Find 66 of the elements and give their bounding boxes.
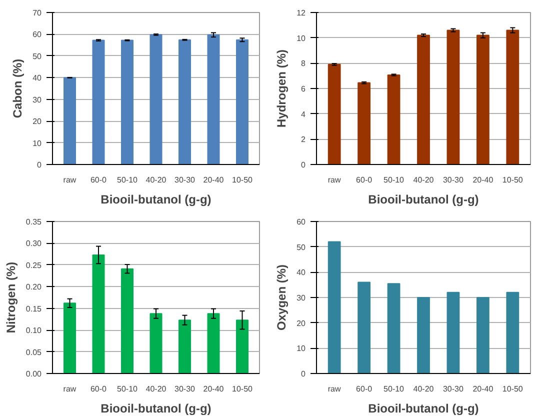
x-tick-label: 20-40 [472, 176, 494, 184]
y-tick-label: 0.30 [26, 239, 42, 248]
y-tick-label: 6 [301, 84, 306, 94]
x-tick-label: 50-10 [384, 384, 405, 394]
y-axis-title: Hydrogen (%) [274, 49, 289, 128]
y-tick-label: 50 [296, 242, 306, 252]
x-tick-label: 40-20 [146, 384, 167, 394]
x-tick-label: 50-10 [117, 176, 138, 184]
y-tick-label: 0 [37, 160, 42, 170]
x-axis-title: Biooil-butanol (g-g) [368, 192, 479, 206]
y-axis-title: Oxygen (%) [274, 264, 289, 331]
y-tick-label: 0 [301, 370, 306, 378]
x-tick-label: 30-30 [174, 176, 196, 184]
y-tick-label: 10 [32, 138, 42, 148]
y-tick-label: 60 [296, 218, 306, 226]
y-tick-label: 0.15 [26, 304, 42, 314]
y-tick-label: 12 [296, 8, 306, 18]
y-tick-label: 20 [32, 117, 42, 126]
x-axis-title: Biooil-butanol (g-g) [368, 402, 479, 416]
y-tick-label: 30 [296, 294, 306, 302]
x-tick-label: 40-20 [146, 176, 167, 184]
y-axis-title: Cabon (%) [10, 58, 25, 118]
y-tick-label: 70 [32, 8, 42, 18]
y-tick-label: 10 [296, 34, 306, 43]
y-tick-label: 10 [296, 344, 306, 354]
y-tick-label: 50 [32, 52, 42, 61]
x-tick-label: 60-0 [356, 384, 373, 394]
y-tick-label: 30 [32, 95, 42, 104]
y-tick-label: 40 [296, 268, 306, 278]
x-tick-label: 50-10 [384, 176, 405, 184]
x-tick-label: 30-30 [174, 384, 196, 394]
x-tick-label: raw [63, 176, 76, 184]
x-tick-label: 30-30 [442, 176, 464, 184]
x-tick-label: 20-40 [203, 384, 224, 394]
y-tick-label: 2 [301, 135, 306, 144]
x-tick-label: 20-40 [472, 384, 494, 394]
x-tick-label: 50-10 [117, 384, 138, 394]
y-tick-label: 40 [32, 74, 42, 83]
x-tick-label: raw [328, 176, 341, 184]
x-tick-label: 20-40 [203, 176, 224, 184]
y-tick-label: 0.00 [26, 370, 42, 378]
x-tick-label: 40-20 [413, 384, 434, 394]
x-tick-label: 10-50 [502, 176, 524, 184]
y-tick-label: 0.35 [26, 218, 42, 226]
y-tick-label: 0.10 [26, 326, 42, 336]
x-tick-label: 60-0 [356, 176, 373, 184]
x-axis-title: Biooil-butanol (g-g) [100, 402, 212, 416]
x-tick-label: 30-30 [442, 384, 464, 394]
y-axis-title: Nitrogen (%) [4, 262, 18, 334]
y-tick-label: 0.20 [26, 282, 42, 292]
x-tick-label: 60-0 [90, 176, 108, 184]
y-tick-label: 0.25 [26, 260, 42, 270]
y-tick-label: 8 [301, 59, 306, 68]
y-tick-label: 0.05 [26, 348, 42, 357]
x-tick-label: 60-0 [90, 384, 108, 394]
x-tick-label: raw [328, 384, 341, 394]
y-tick-label: 4 [301, 110, 306, 119]
y-tick-label: 20 [296, 318, 306, 328]
x-axis-title: Biooil-butanol (g-g) [100, 192, 212, 206]
x-tick-label: 40-20 [413, 176, 434, 184]
x-tick-label: 10-50 [232, 176, 254, 184]
x-tick-label: raw [63, 384, 76, 394]
x-tick-label: 10-50 [502, 384, 524, 394]
x-tick-label: 10-50 [232, 384, 254, 394]
y-tick-label: 0 [301, 160, 306, 170]
y-tick-label: 60 [32, 30, 42, 40]
